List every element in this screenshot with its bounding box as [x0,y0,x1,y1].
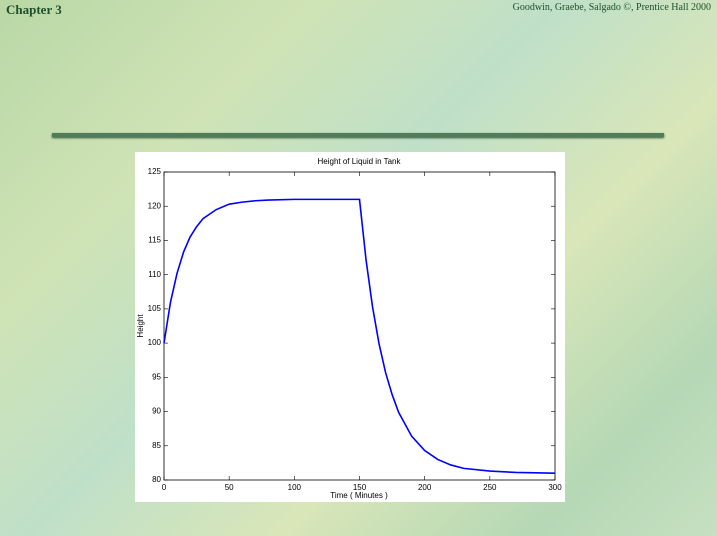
y-tick-label: 125 [148,167,162,176]
chapter-label: Chapter 3 [6,2,62,17]
y-tick-label: 115 [148,236,161,245]
credit: Goodwin, Graebe, Salgado ©, Prentice Hal… [512,2,711,13]
y-axis-label: Height [136,314,145,338]
y-tick-label: 90 [152,407,161,416]
chart-panel [135,152,565,502]
y-tick-label: 85 [152,441,161,450]
divider [52,133,664,137]
x-axis-label: Time ( Minutes ) [330,491,388,500]
y-tick-label: 105 [148,304,162,313]
y-tick-label: 110 [148,270,161,279]
y-tick-label: 95 [152,372,161,381]
chart-title: Height of Liquid in Tank [317,157,401,166]
x-tick-label: 250 [483,483,497,492]
x-tick-label: 300 [548,483,562,492]
data-line [163,198,556,474]
x-tick-label: 0 [162,483,167,492]
y-tick-label: 100 [148,338,162,347]
x-tick-label: 150 [353,483,367,492]
x-tick-label: 200 [418,483,432,492]
x-tick-label: 100 [288,483,302,492]
y-tick-label: 120 [148,201,162,210]
y-tick-label: 80 [152,475,161,484]
x-tick-label: 50 [225,483,234,492]
